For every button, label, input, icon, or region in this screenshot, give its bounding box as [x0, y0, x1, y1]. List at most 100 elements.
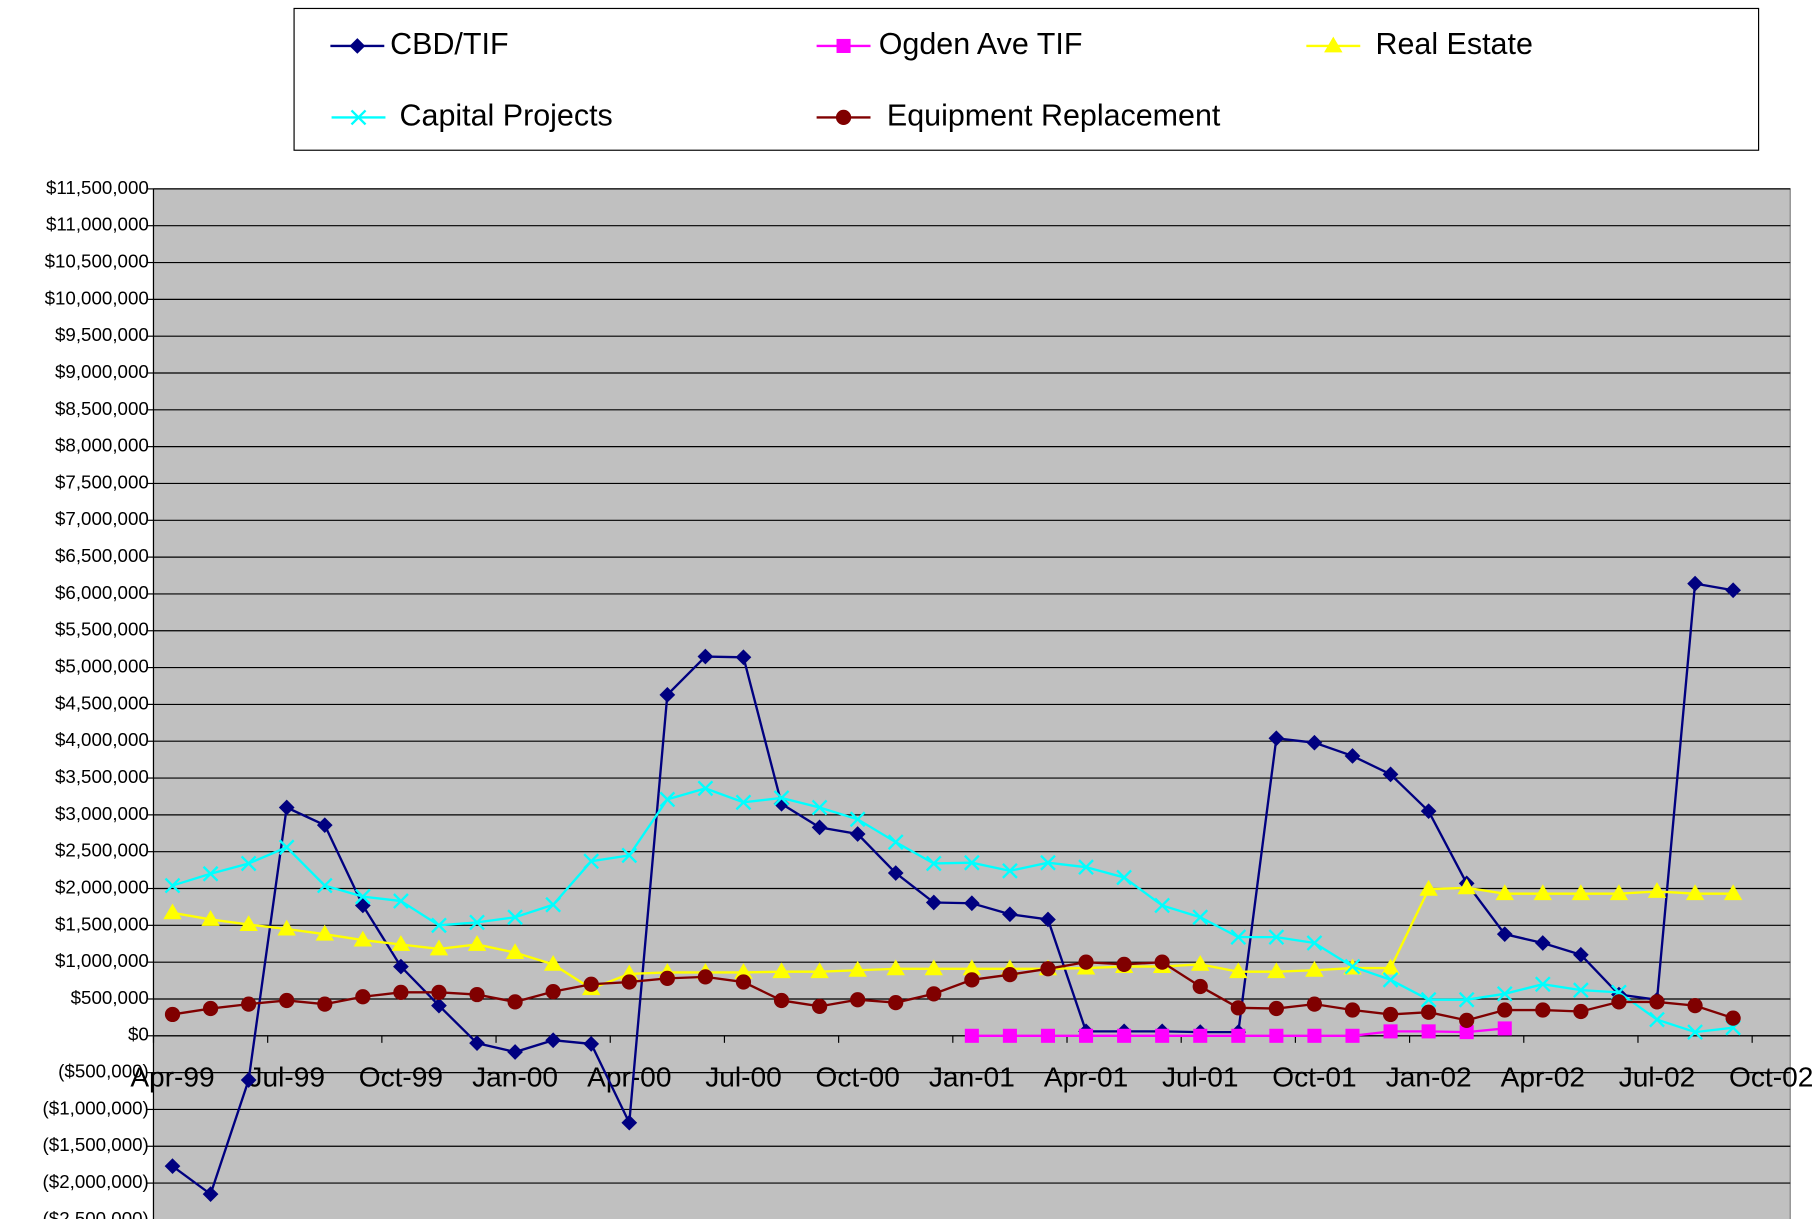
y-tick-label: $1,000,000	[55, 950, 149, 971]
legend-label: CBD/TIF	[390, 27, 508, 61]
marker	[1230, 929, 1247, 945]
marker	[354, 897, 371, 914]
marker	[1002, 1028, 1017, 1043]
legend-label: Equipment Replacement	[887, 98, 1221, 132]
marker	[202, 1186, 219, 1202]
marker	[1497, 1002, 1513, 1018]
y-tick-label: $7,000,000	[55, 508, 149, 529]
marker	[1457, 878, 1476, 895]
marker	[1495, 884, 1514, 901]
marker	[1571, 884, 1591, 901]
x-tick-label: Apr-01	[1044, 1062, 1128, 1093]
marker	[278, 799, 295, 816]
marker	[964, 972, 980, 988]
marker	[1421, 1024, 1436, 1039]
marker	[1078, 954, 1094, 970]
x-tick-label: Jan-00	[472, 1062, 558, 1093]
marker	[1687, 1024, 1703, 1040]
marker	[1154, 954, 1170, 970]
y-tick-label: ($2,000,000)	[43, 1171, 149, 1192]
marker	[1725, 1010, 1741, 1026]
marker	[507, 994, 523, 1010]
marker	[391, 935, 411, 951]
marker	[393, 984, 409, 1000]
y-tick-label: $2,000,000	[55, 876, 149, 897]
marker	[316, 877, 333, 894]
marker	[963, 854, 980, 871]
marker	[1382, 971, 1399, 988]
marker	[469, 914, 485, 931]
marker	[924, 959, 944, 976]
marker	[848, 960, 867, 977]
marker	[349, 38, 366, 54]
marker	[1192, 909, 1209, 926]
marker	[926, 986, 942, 1002]
marker	[1573, 946, 1589, 963]
marker	[239, 915, 258, 932]
x-tick-label: Jul-00	[705, 1062, 782, 1093]
marker	[811, 799, 828, 816]
marker	[1268, 929, 1285, 945]
y-tick-label: ($500,000)	[58, 1061, 149, 1082]
marker	[1229, 962, 1248, 979]
y-tick-label: $0	[128, 1024, 149, 1045]
y-tick-label: ($1,000,000)	[43, 1097, 149, 1118]
marker	[773, 992, 790, 1009]
marker	[1269, 1028, 1284, 1043]
marker	[1649, 1011, 1665, 1028]
marker	[202, 865, 219, 882]
marker	[317, 996, 333, 1012]
marker	[1685, 884, 1705, 901]
y-tick-label: $7,500,000	[55, 471, 149, 492]
y-tick-label: $500,000	[71, 987, 149, 1008]
marker	[1496, 985, 1513, 1002]
marker	[735, 649, 752, 666]
marker	[1268, 730, 1285, 747]
marker	[1192, 978, 1208, 995]
marker	[1306, 996, 1323, 1012]
marker	[1458, 991, 1475, 1008]
marker	[697, 969, 714, 985]
y-tick-label: $5,000,000	[55, 656, 149, 677]
marker	[1687, 997, 1703, 1014]
series-line	[172, 787, 1734, 1034]
marker	[1459, 1012, 1475, 1028]
marker	[315, 924, 334, 941]
marker	[925, 855, 942, 872]
y-tick-label: $4,500,000	[55, 692, 149, 713]
x-tick-label: Oct-00	[815, 1062, 899, 1093]
x-tick-label: Apr-00	[587, 1062, 671, 1093]
marker	[1193, 1028, 1208, 1043]
marker	[849, 811, 866, 828]
marker	[163, 903, 182, 920]
marker	[201, 910, 220, 926]
marker	[1725, 582, 1741, 599]
x-tick-label: Oct-01	[1272, 1062, 1356, 1093]
marker	[697, 648, 714, 665]
marker	[241, 996, 257, 1012]
marker	[240, 1072, 257, 1088]
x-tick-label: Apr-99	[130, 1062, 214, 1093]
marker	[1344, 748, 1361, 764]
marker	[202, 1000, 219, 1017]
legend-box	[293, 7, 1760, 151]
marker	[1307, 1028, 1322, 1043]
marker	[1306, 935, 1323, 951]
legend-label: Capital Projects	[400, 98, 613, 132]
marker	[583, 1036, 600, 1052]
marker	[164, 1006, 181, 1023]
marker	[1611, 994, 1627, 1010]
marker	[277, 919, 296, 936]
y-tick-label: ($1,500,000)	[43, 1134, 149, 1155]
marker	[1267, 962, 1286, 979]
y-tick-label: $1,500,000	[55, 913, 149, 934]
marker	[1002, 906, 1018, 923]
x-tick-label: Jan-01	[929, 1062, 1015, 1093]
marker	[1040, 854, 1056, 871]
marker	[1647, 882, 1667, 898]
marker	[887, 834, 904, 850]
marker	[1344, 958, 1361, 975]
marker	[1497, 1021, 1512, 1036]
x-tick-label: Apr-02	[1501, 1062, 1585, 1093]
marker	[355, 989, 371, 1005]
